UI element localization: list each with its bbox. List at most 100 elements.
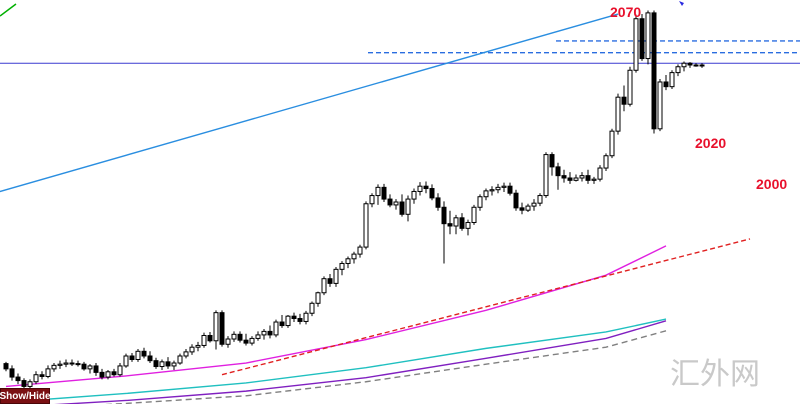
candle: [375, 184, 381, 205]
candle: [3, 361, 9, 372]
horizontal-levels: [0, 40, 800, 64]
candle-body-down: [441, 206, 447, 225]
candle: [267, 325, 273, 339]
candle: [543, 152, 549, 198]
candle-body-down: [141, 350, 147, 357]
candle-body-up: [195, 344, 201, 348]
candle: [339, 261, 345, 276]
candle-body-up: [525, 205, 531, 211]
candle: [369, 193, 375, 208]
candle-body-down: [9, 368, 15, 378]
candle-body-up: [609, 130, 615, 157]
candle: [363, 201, 369, 250]
candle: [609, 128, 615, 159]
candle-body-up: [357, 246, 363, 255]
candle-body-up: [339, 262, 345, 270]
candle: [495, 183, 501, 194]
moving-average-1: [5, 318, 667, 403]
candle-body-down: [93, 365, 99, 373]
candle-body-up: [261, 330, 267, 336]
candle-body-up: [45, 368, 51, 377]
candle: [147, 351, 153, 364]
candle-body-down: [585, 175, 591, 181]
candle-body-down: [459, 217, 465, 229]
candle: [537, 193, 543, 207]
candle-body-up: [27, 381, 33, 387]
candle-body-up: [273, 321, 279, 336]
candle-body-down: [381, 186, 387, 200]
candle: [693, 63, 699, 67]
candle-body-down: [147, 355, 153, 362]
candle: [171, 360, 177, 371]
label-2000: 2000: [756, 176, 787, 192]
candle: [699, 63, 705, 68]
candle-body-up: [675, 66, 681, 74]
candle: [15, 373, 21, 385]
candle-body-up: [105, 371, 111, 378]
candle-body-up: [369, 195, 375, 205]
candle: [585, 169, 591, 184]
candle: [225, 336, 231, 348]
candle-body-up: [465, 221, 471, 229]
label-2020: 2020: [695, 135, 726, 151]
candle: [189, 344, 195, 355]
candle-body-up: [345, 258, 351, 264]
candle: [33, 371, 39, 385]
candle: [465, 219, 471, 236]
candle-body-up: [411, 190, 417, 200]
candle: [123, 353, 129, 368]
candle-body-down: [429, 188, 435, 199]
candle-body-down: [165, 361, 171, 367]
candle-body-down: [267, 330, 273, 336]
candle-body-up: [285, 315, 291, 327]
candle: [663, 74, 669, 91]
arrow-icon: [679, 1, 684, 6]
candle-body-up: [699, 64, 705, 67]
candle: [417, 182, 423, 196]
candle: [159, 359, 165, 371]
candle-body-up: [495, 186, 501, 191]
candlestick-series: [3, 10, 705, 390]
candle-body-down: [237, 333, 243, 341]
candle-body-up: [231, 333, 237, 340]
candle-body-up: [579, 175, 585, 179]
candle: [441, 201, 447, 264]
candle: [489, 186, 495, 196]
candle-body-up: [405, 198, 411, 215]
candle: [333, 266, 339, 287]
candle-body-down: [507, 185, 513, 194]
candle-body-down: [519, 207, 525, 211]
candle-body-up: [351, 253, 357, 260]
candle-body-down: [687, 62, 693, 66]
candle: [435, 193, 441, 211]
candle: [141, 347, 147, 359]
candle: [315, 291, 321, 307]
candle: [453, 214, 459, 235]
candle: [681, 61, 687, 72]
candle: [219, 310, 225, 347]
candle: [381, 183, 387, 202]
trendline-1: [221, 238, 751, 376]
candle: [21, 378, 27, 390]
candle: [351, 251, 357, 264]
candle: [243, 333, 249, 346]
candle-body-up: [573, 177, 579, 181]
candle-body-down: [549, 154, 555, 168]
candle: [69, 359, 75, 366]
candle: [411, 188, 417, 204]
candle-body-down: [99, 371, 105, 378]
candle-body-down: [639, 18, 645, 60]
candle: [57, 360, 63, 369]
candle: [459, 213, 465, 231]
show-hide-button[interactable]: Show/Hide: [0, 388, 51, 404]
moving-averages: [5, 245, 667, 404]
moving-average-2: [54, 320, 667, 404]
candle: [321, 276, 327, 296]
candle-body-up: [657, 81, 663, 130]
candle: [567, 172, 573, 184]
candle-body-down: [279, 321, 285, 327]
candle: [105, 370, 111, 380]
candle: [51, 363, 57, 372]
candle-body-up: [483, 190, 489, 198]
candle-body-up: [255, 334, 261, 339]
